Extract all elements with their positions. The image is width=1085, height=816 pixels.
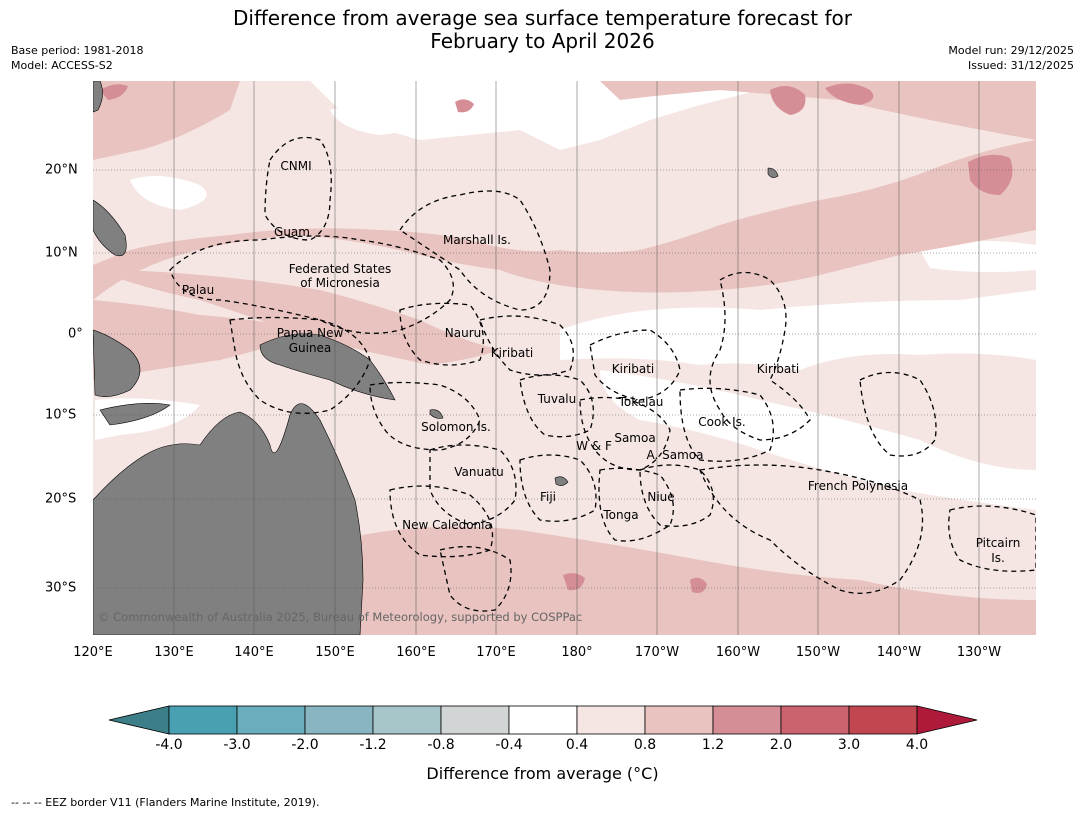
colorbar-tick: -3.0: [223, 737, 251, 753]
colorbar-segment: [780, 705, 850, 735]
lon-tick: 120°E: [73, 645, 113, 660]
lon-tick: 170°E: [476, 645, 516, 660]
meta-left: Base period: 1981-2018 Model: ACCESS-S2: [11, 43, 143, 73]
region-label-cook: Cook Is.: [698, 415, 746, 429]
region-label-tuvalu: Tuvalu: [537, 392, 577, 406]
region-label-marshall: Marshall Is.: [443, 233, 511, 247]
region-label-palau: Palau: [181, 283, 215, 297]
region-label-pitcairn-1: Pitcairn: [975, 536, 1021, 550]
colorbar-tick: -2.0: [291, 737, 319, 753]
region-label-tonga: Tonga: [603, 508, 639, 522]
colorbar-tick: 0.8: [633, 737, 657, 753]
colorbar-tick: 0.4: [565, 737, 589, 753]
colorbar-label: Difference from average (°C): [426, 764, 659, 783]
colorbar-tick: 4.0: [905, 737, 929, 753]
grid: [173, 81, 980, 635]
colorbar-segment: [372, 705, 442, 735]
region-label-kiribati-w: Kiribati: [490, 346, 534, 360]
colorbar-tick: -0.4: [495, 737, 523, 753]
issued-date: Issued: 31/12/2025: [967, 59, 1074, 72]
lat-tick: 30°S: [45, 580, 77, 596]
colorbar-segment: [304, 705, 374, 735]
lon-tick: 150°E: [315, 645, 355, 660]
region-label-solomon: Solomon Is.: [421, 420, 491, 434]
region-label-kiribati-c: Kiribati: [611, 362, 655, 376]
sst-field: [93, 81, 1036, 635]
model-run: Model run: 29/12/2025: [948, 44, 1074, 57]
region-label-png-2: Guinea: [288, 341, 332, 355]
lon-tick: 170°W: [634, 645, 680, 660]
colorbar-segment: [644, 705, 714, 735]
colorbar-tick: -0.8: [427, 737, 455, 753]
lon-tick: 150°W: [795, 645, 841, 660]
region-label-wf: W & F: [576, 439, 612, 453]
lat-grid: [93, 169, 1036, 589]
colorbar-tick: 2.0: [769, 737, 793, 753]
region-label-samoa: Samoa: [614, 431, 656, 445]
colorbar-segment: [236, 705, 306, 735]
region-label-new-caledonia: New Caledonia: [402, 518, 492, 532]
colorbar-extend-high: [916, 705, 978, 735]
lon-tick: 160°E: [396, 645, 436, 660]
lat-tick: 20°N: [45, 162, 78, 178]
region-label-fsm-1: Federated States: [288, 262, 392, 276]
lon-tick: 140°W: [876, 645, 922, 660]
region-label-png-1: Papua New: [276, 326, 344, 340]
region-label-cnmi: CNMI: [280, 159, 312, 173]
lon-tick: 130°W: [956, 645, 1002, 660]
colorbar-segment: [440, 705, 510, 735]
colorbar-extend-low: [108, 705, 170, 735]
region-label-french-polynesia: French Polynesia: [807, 479, 909, 493]
region-label-asamoa: A. Samoa: [646, 448, 704, 462]
region-label-fiji: Fiji: [539, 490, 557, 504]
region-label-pitcairn-2: Is.: [991, 551, 1005, 565]
lat-tick: 0°: [68, 326, 83, 342]
colorbar-segment: [712, 705, 782, 735]
region-label-guam: Guam: [274, 225, 310, 239]
colorbar-tick: 1.2: [701, 737, 725, 753]
colorbar-tick: -1.2: [359, 737, 387, 753]
lon-tick: 130°E: [154, 645, 194, 660]
region-label-fsm-2: of Micronesia: [300, 276, 380, 290]
lon-tick: 180°: [561, 645, 593, 660]
region-label-kiribati-e: Kiribati: [756, 362, 800, 376]
colorbar: [108, 705, 978, 735]
copyright-notice: © Commonwealth of Australia 2025, Bureau…: [98, 610, 583, 624]
eez-borders: [169, 136, 1036, 612]
colorbar-segment: [168, 705, 238, 735]
map-title: Difference from average sea surface temp…: [0, 7, 1085, 53]
meta-right: Model run: 29/12/2025 Issued: 31/12/2025: [948, 43, 1074, 73]
base-period: Base period: 1981-2018: [11, 44, 144, 57]
lon-tick: 140°E: [234, 645, 274, 660]
colorbar-segment: [508, 705, 578, 735]
lat-tick: 10°S: [45, 407, 77, 423]
lat-tick: 20°S: [45, 491, 77, 507]
region-label-tokelau: Tokelau: [618, 395, 664, 409]
title-line-2: February to April 2026: [430, 29, 655, 53]
colorbar-segment: [848, 705, 918, 735]
region-label-niue: Niue: [647, 490, 675, 504]
colorbar-tick: 3.0: [837, 737, 861, 753]
title-line-1: Difference from average sea surface temp…: [232, 6, 852, 30]
lat-tick: 10°N: [45, 245, 78, 261]
colorbar-tick: -4.0: [155, 737, 183, 753]
colorbar-segment: [576, 705, 646, 735]
lon-tick: 160°W: [715, 645, 761, 660]
region-label-vanuatu: Vanuatu: [454, 465, 504, 479]
region-label-nauru: Nauru: [444, 326, 482, 340]
model-name: Model: ACCESS-S2: [11, 59, 113, 72]
eez-footnote: -- -- -- EEZ border V11 (Flanders Marine…: [11, 796, 320, 809]
